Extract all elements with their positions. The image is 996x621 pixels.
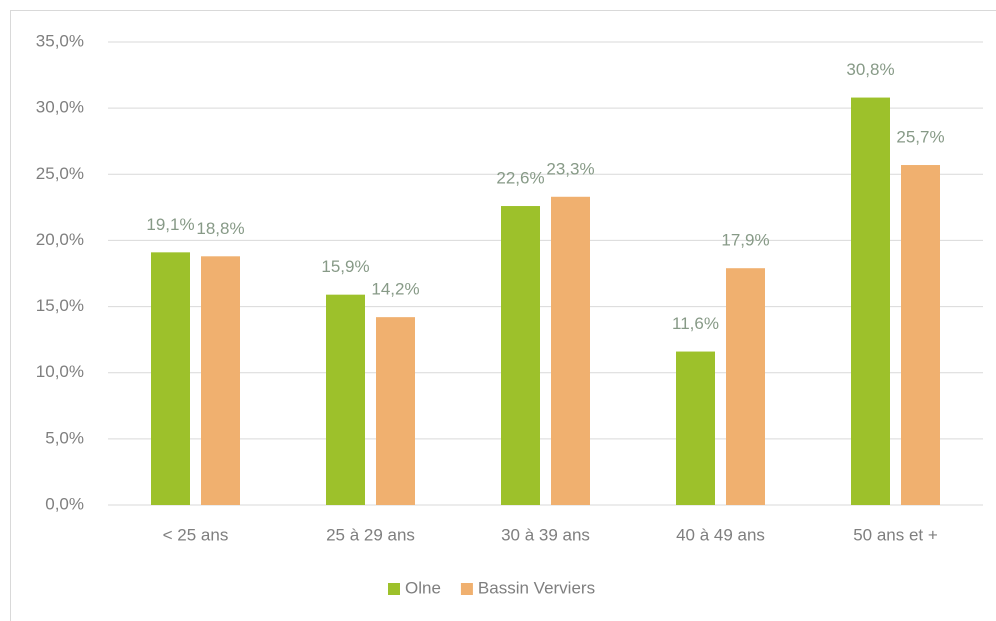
y-tick-label: 20,0% [36, 230, 84, 249]
bar [201, 256, 240, 505]
x-tick-label: 25 à 29 ans [326, 525, 415, 544]
data-label: 18,8% [196, 219, 244, 238]
data-label: 17,9% [721, 231, 769, 250]
legend-swatch [388, 583, 400, 595]
bar [676, 351, 715, 505]
bar [551, 196, 590, 505]
y-tick-label: 10,0% [36, 362, 84, 381]
legend-label: Olne [405, 578, 441, 597]
legend-label: Bassin Verviers [478, 578, 595, 597]
data-label: 11,6% [672, 314, 719, 333]
bar [851, 97, 890, 505]
bar [501, 206, 540, 505]
x-tick-label: 40 à 49 ans [676, 525, 765, 544]
y-tick-label: 35,0% [36, 31, 84, 50]
y-tick-label: 0,0% [45, 494, 84, 513]
x-tick-label: 50 ans et + [853, 525, 938, 544]
y-tick-label: 15,0% [36, 296, 84, 315]
y-tick-label: 5,0% [45, 428, 84, 447]
data-label: 22,6% [496, 169, 544, 188]
x-tick-label: 30 à 39 ans [501, 525, 590, 544]
data-label: 25,7% [896, 128, 944, 147]
legend-swatch [460, 583, 473, 595]
bar [151, 252, 190, 505]
data-label: 14,2% [371, 280, 419, 299]
y-tick-label: 25,0% [36, 164, 84, 183]
data-label: 15,9% [321, 257, 369, 276]
bar [326, 294, 365, 505]
x-tick-label: < 25 ans [163, 525, 229, 544]
bar [376, 317, 415, 505]
data-label: 30,8% [846, 60, 894, 79]
data-label: 19,1% [146, 215, 194, 234]
bar [726, 268, 765, 505]
y-tick-label: 30,0% [36, 98, 84, 117]
data-label: 23,3% [546, 159, 594, 178]
bar [901, 165, 940, 506]
